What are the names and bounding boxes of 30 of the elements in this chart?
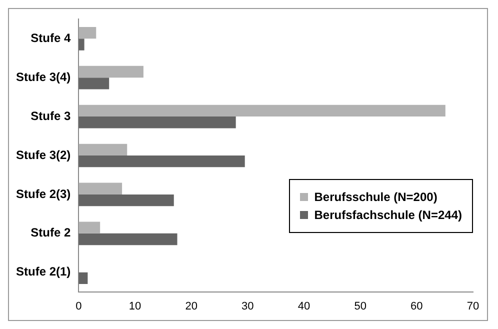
x-tick-label: 30 xyxy=(242,300,254,312)
legend-label: Berufsfachschule (N=244) xyxy=(314,208,462,222)
x-tick-label: 70 xyxy=(466,300,480,312)
y-tick-label: Stufe 2 xyxy=(30,226,71,240)
x-tick-label: 20 xyxy=(185,300,198,312)
bar xyxy=(78,66,144,78)
x-tick-label: 60 xyxy=(410,300,423,312)
bar xyxy=(78,156,245,168)
bar xyxy=(78,194,174,206)
y-tick-label: Stufe 3(4) xyxy=(16,70,71,84)
bar xyxy=(78,233,178,246)
bar xyxy=(78,104,446,117)
bar xyxy=(78,38,84,50)
y-tick-label: Stufe 3 xyxy=(30,108,71,123)
x-tick-label: 0 xyxy=(76,300,82,312)
bar xyxy=(78,144,128,156)
bar xyxy=(78,116,236,128)
bar xyxy=(78,78,110,90)
x-tick-label: 10 xyxy=(128,300,142,312)
y-tick-label: Stufe 3(2) xyxy=(16,148,71,162)
legend-label: Berufsschule (N=200) xyxy=(314,190,438,204)
bar xyxy=(78,26,96,39)
x-tick-label: 50 xyxy=(354,300,366,312)
y-tick-label: Stufe 2(1) xyxy=(16,264,71,279)
y-tick-label: Stufe 4 xyxy=(30,30,71,45)
bar xyxy=(78,272,88,284)
bar xyxy=(78,222,100,234)
y-tick-label: Stufe 2(3) xyxy=(16,186,71,201)
x-tick-label: 40 xyxy=(298,300,310,312)
bar xyxy=(78,182,122,194)
